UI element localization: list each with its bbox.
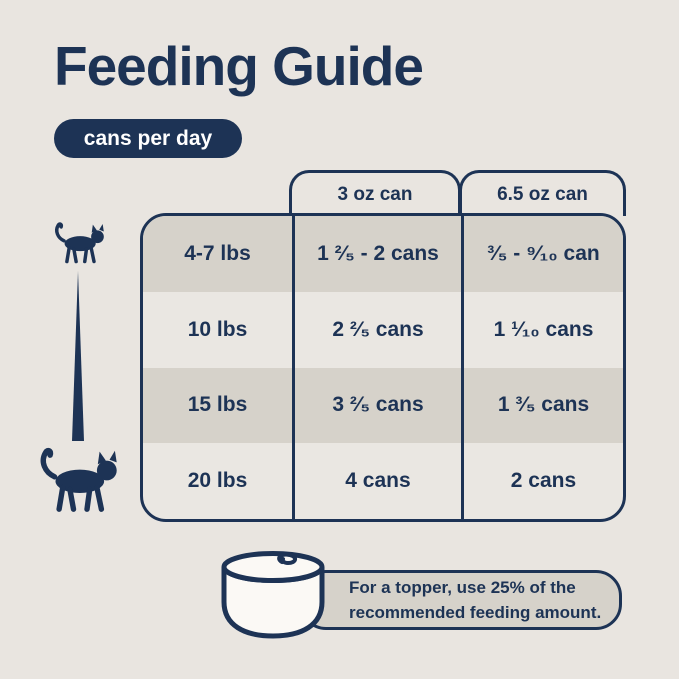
food-can-icon (221, 551, 325, 639)
cans-per-day-badge: cans per day (54, 119, 242, 158)
feeding-table: 4-7 lbs 1 ²⁄₅ - 2 cans ³⁄₅ - ⁹⁄₁₀ can 10… (140, 213, 626, 522)
size-scale-line (72, 271, 84, 441)
small-can-cell: 4 cans (292, 443, 461, 519)
weight-cell: 15 lbs (143, 367, 292, 444)
column-header-6-5oz: 6.5 oz can (459, 170, 626, 216)
small-can-cell: 3 ²⁄₅ cans (292, 367, 461, 444)
large-can-cell: ³⁄₅ - ⁹⁄₁₀ can (461, 216, 623, 292)
large-cat-icon (40, 447, 117, 512)
page-title: Feeding Guide (54, 35, 424, 97)
large-can-cell: 1 ³⁄₅ cans (461, 367, 623, 444)
badge-label: cans per day (83, 126, 213, 150)
large-can-cell: 1 ¹⁄₁₀ cans (461, 291, 623, 368)
topper-note-line1: For a topper, use 25% of the (349, 578, 576, 597)
weight-cell: 10 lbs (187, 317, 248, 341)
large-can-cell: 2 cans (461, 443, 623, 519)
weight-cell: 4-7 lbs (143, 216, 292, 292)
topper-note-line2: recommended feeding amount. (349, 603, 602, 622)
small-can-cell: 2 ²⁄₅ cans (292, 291, 461, 368)
column-header-3oz-label: 3 oz can (337, 183, 413, 205)
column-header-6-5oz-label: 6.5 oz can (497, 183, 588, 205)
small-can-cell: 1 ²⁄₅ - 2 cans (292, 216, 461, 292)
topper-note: For a topper, use 25% of the recommended… (300, 570, 622, 630)
weight-cell: 20 lbs (187, 469, 248, 493)
column-header-3oz: 3 oz can (289, 170, 461, 216)
small-cat-icon (55, 222, 104, 264)
